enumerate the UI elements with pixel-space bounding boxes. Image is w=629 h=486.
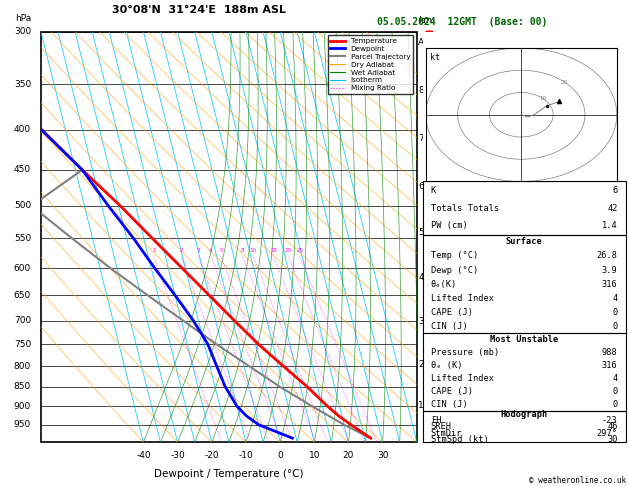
Text: θₑ (K): θₑ (K)	[431, 362, 462, 370]
Text: Mixing Ratio (g/kg): Mixing Ratio (g/kg)	[440, 197, 450, 277]
Text: 400: 400	[14, 125, 31, 134]
Text: 0: 0	[613, 400, 618, 410]
Text: 2: 2	[418, 360, 424, 368]
Text: 26.8: 26.8	[597, 251, 618, 260]
Text: 20: 20	[343, 451, 354, 460]
Text: 550: 550	[14, 234, 31, 243]
Text: CAPE (J): CAPE (J)	[431, 387, 473, 397]
Text: 7: 7	[418, 134, 424, 143]
Text: Dewp (°C): Dewp (°C)	[431, 265, 478, 275]
Text: 4: 4	[613, 374, 618, 383]
Text: kt: kt	[430, 53, 440, 62]
Text: 350: 350	[14, 80, 31, 88]
Text: Totals Totals: Totals Totals	[431, 204, 499, 213]
Text: 5: 5	[219, 248, 223, 253]
Text: 1: 1	[152, 248, 155, 253]
Text: Temp (°C): Temp (°C)	[431, 251, 478, 260]
Text: 850: 850	[14, 382, 31, 391]
Text: K: K	[431, 186, 436, 195]
Text: 3: 3	[196, 248, 200, 253]
Bar	[423, 181, 626, 235]
Text: 988: 988	[602, 348, 618, 357]
Bar	[423, 235, 626, 333]
Text: PW (cm): PW (cm)	[431, 222, 467, 230]
Text: -20: -20	[204, 451, 219, 460]
Text: 05.05.2024  12GMT  (Base: 00): 05.05.2024 12GMT (Base: 00)	[377, 17, 547, 27]
Text: 316: 316	[602, 362, 618, 370]
Text: 0: 0	[613, 308, 618, 317]
Text: 1: 1	[418, 401, 424, 410]
Text: 300: 300	[14, 27, 31, 36]
Text: 0: 0	[613, 322, 618, 331]
Bar	[423, 412, 626, 442]
Text: CIN (J): CIN (J)	[431, 322, 467, 331]
Text: Lifted Index: Lifted Index	[431, 294, 494, 303]
Text: 500: 500	[14, 201, 31, 210]
Text: 450: 450	[14, 165, 31, 174]
Text: 0: 0	[613, 387, 618, 397]
Text: θₑ(K): θₑ(K)	[431, 279, 457, 289]
Text: 2: 2	[179, 248, 183, 253]
Text: -10: -10	[238, 451, 253, 460]
Text: 25: 25	[296, 248, 303, 253]
Text: 20: 20	[561, 81, 568, 86]
Text: -40: -40	[136, 451, 151, 460]
Text: CIN (J): CIN (J)	[431, 400, 467, 410]
Text: 297°: 297°	[597, 429, 618, 437]
Text: Most Unstable: Most Unstable	[490, 335, 559, 345]
Text: 30: 30	[377, 451, 389, 460]
Text: 1.4: 1.4	[602, 222, 618, 230]
Text: hPa: hPa	[15, 15, 31, 23]
Text: 46: 46	[607, 422, 618, 432]
Text: 5: 5	[418, 228, 424, 237]
Text: km: km	[418, 17, 432, 25]
Text: SREH: SREH	[431, 422, 452, 432]
Text: 4: 4	[209, 248, 213, 253]
Text: 700: 700	[14, 316, 31, 325]
Text: -30: -30	[170, 451, 185, 460]
Text: 750: 750	[14, 340, 31, 348]
Text: CAPE (J): CAPE (J)	[431, 308, 473, 317]
Text: 316: 316	[602, 279, 618, 289]
Text: 8: 8	[418, 86, 424, 95]
Legend: Temperature, Dewpoint, Parcel Trajectory, Dry Adiabat, Wet Adiabat, Isotherm, Mi: Temperature, Dewpoint, Parcel Trajectory…	[328, 35, 413, 94]
Text: 42: 42	[607, 204, 618, 213]
Text: 4: 4	[613, 294, 618, 303]
Bar	[423, 333, 626, 412]
Text: 800: 800	[14, 362, 31, 371]
Text: 30: 30	[607, 434, 618, 444]
Text: Dewpoint / Temperature (°C): Dewpoint / Temperature (°C)	[154, 469, 304, 479]
Text: 0: 0	[277, 451, 283, 460]
Text: 900: 900	[14, 402, 31, 411]
Text: 600: 600	[14, 263, 31, 273]
Text: StmSpd (kt): StmSpd (kt)	[431, 434, 489, 444]
Text: 8: 8	[241, 248, 245, 253]
Text: ASL: ASL	[418, 38, 435, 47]
Text: 10: 10	[250, 248, 257, 253]
Text: 3.9: 3.9	[602, 265, 618, 275]
Text: Pressure (mb): Pressure (mb)	[431, 348, 499, 357]
Text: Hodograph: Hodograph	[501, 410, 548, 419]
Text: 10: 10	[540, 96, 547, 101]
Text: -23: -23	[602, 416, 618, 425]
Text: 650: 650	[14, 291, 31, 300]
Text: EH: EH	[431, 416, 442, 425]
Text: 4: 4	[418, 273, 424, 282]
Text: 6: 6	[613, 186, 618, 195]
Text: Lifted Index: Lifted Index	[431, 374, 494, 383]
Text: 3: 3	[418, 317, 424, 326]
Text: 10: 10	[309, 451, 320, 460]
Text: StmDir: StmDir	[431, 429, 462, 437]
Text: Surface: Surface	[506, 238, 543, 246]
Text: 6: 6	[418, 182, 424, 191]
Text: 950: 950	[14, 420, 31, 429]
Text: 20: 20	[285, 248, 292, 253]
Text: © weatheronline.co.uk: © weatheronline.co.uk	[529, 475, 626, 485]
Text: 15: 15	[270, 248, 277, 253]
Text: 30°08'N  31°24'E  188m ASL: 30°08'N 31°24'E 188m ASL	[112, 5, 286, 15]
